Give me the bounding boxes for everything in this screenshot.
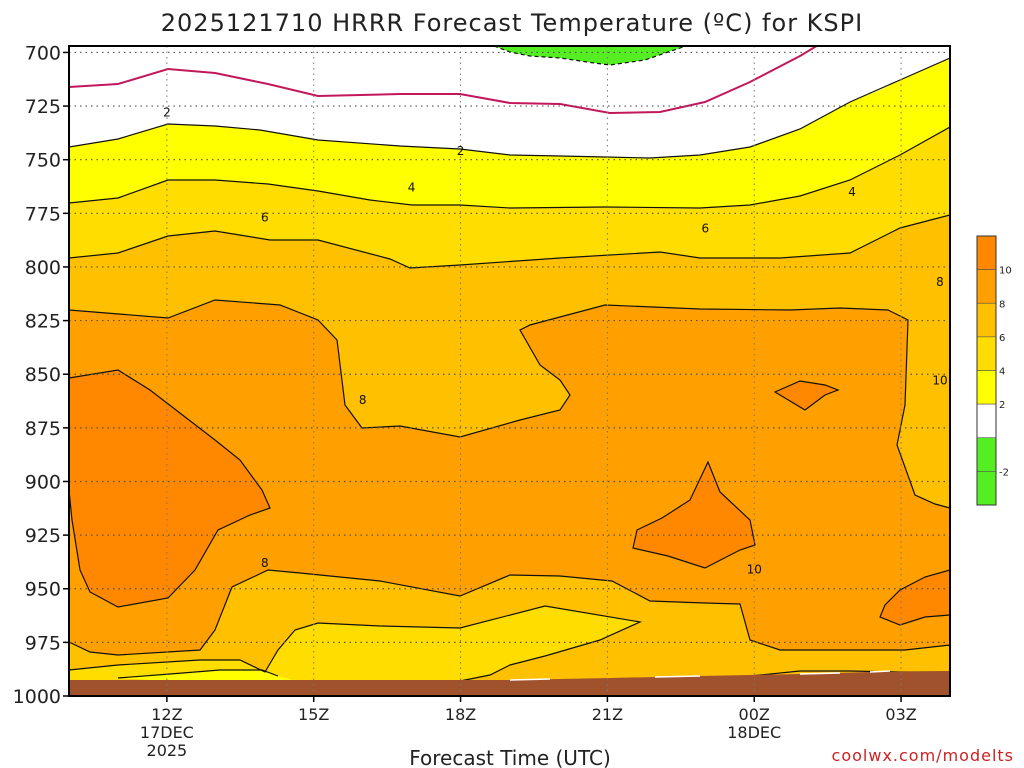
x-tick-label: 21Z xyxy=(592,705,623,724)
x-tick-label: 12Z xyxy=(151,705,182,724)
colorbar-swatch xyxy=(976,471,997,506)
colorbar-label: 6 xyxy=(999,333,1005,344)
y-tick-label: 950 xyxy=(25,579,61,601)
y-tick-label: 725 xyxy=(25,96,61,118)
colorbar-swatch xyxy=(976,235,997,270)
colorbar-swatch xyxy=(976,302,997,338)
contour-6 xyxy=(69,214,950,269)
y-tick-label: 750 xyxy=(25,150,61,172)
y-axis: 700 725 750 775 800 825 850 875 900 925 950 975 1000 xyxy=(13,42,69,708)
surface-fill xyxy=(69,671,950,696)
y-tick-label: 775 xyxy=(25,203,61,225)
y-tick-label: 700 xyxy=(25,42,61,64)
y-tick-label: 875 xyxy=(25,418,61,440)
colorbar-label: 10 xyxy=(999,266,1012,277)
y-tick-label: 900 xyxy=(25,471,61,493)
y-tick-label: 800 xyxy=(25,257,61,279)
colorbar-swatch xyxy=(976,403,997,439)
surface-highlight xyxy=(509,670,891,681)
colorbar-swatch xyxy=(976,269,997,304)
contour-10-right xyxy=(773,380,840,411)
contour-neg2 xyxy=(493,46,687,66)
colorbar-label: 4 xyxy=(999,367,1005,378)
contour-10-left xyxy=(69,369,271,608)
colorbar-swatch xyxy=(976,370,997,405)
credit-link[interactable]: coolwx.com/modelts xyxy=(832,746,1014,765)
x-tick-date: 18DEC xyxy=(727,723,781,742)
x-tick-date: 17DEC xyxy=(140,723,194,742)
colorbar-label: -2 xyxy=(999,467,1009,478)
freezing-line xyxy=(69,46,819,115)
plot-area: 2 2 4 4 6 6 8 8 8 10 10 xyxy=(69,46,950,696)
band-10-12-left xyxy=(69,370,270,607)
plot-frame xyxy=(68,45,951,697)
x-tick-label: 15Z xyxy=(298,705,329,724)
gridlines xyxy=(69,46,950,696)
x-tick-label: 00Z xyxy=(739,705,770,724)
contour-8-upper xyxy=(69,299,950,509)
y-tick-label: 850 xyxy=(25,364,61,386)
band-10-12-right xyxy=(775,381,838,410)
contour-6-bottom xyxy=(69,605,643,687)
contour-label: 6 xyxy=(261,211,269,225)
contour-labels: 2 2 4 4 6 6 8 8 8 10 10 xyxy=(163,106,948,577)
colorbar-swatch xyxy=(976,437,997,472)
contour-10-bottomright xyxy=(879,569,950,626)
contour-label: 2 xyxy=(457,144,465,158)
colorbar-label: 8 xyxy=(999,299,1005,310)
colorbar-label: 2 xyxy=(999,400,1005,411)
contour-label: 6 xyxy=(701,221,709,235)
colorbar: -2 2 4 6 8 10 xyxy=(976,235,1012,506)
contour-lines xyxy=(69,46,950,687)
band-neg2-0 xyxy=(494,46,686,65)
band-10-12-bottomright xyxy=(880,570,950,625)
contour-label: 2 xyxy=(163,106,171,120)
contour-label: 4 xyxy=(408,181,416,195)
x-tick-label: 03Z xyxy=(885,705,916,724)
x-tick-year: 2025 xyxy=(147,741,188,760)
y-tick-label: 1000 xyxy=(13,686,61,708)
x-axis-title: Forecast Time (UTC) xyxy=(409,746,611,768)
contour-10-center xyxy=(632,460,756,569)
colorbar-swatch xyxy=(976,336,997,371)
x-tick-label: 18Z xyxy=(445,705,476,724)
contour-label: 4 xyxy=(848,185,856,199)
band-10-12-center xyxy=(633,462,755,568)
contour-label: 10 xyxy=(747,562,762,576)
contour-label: 8 xyxy=(936,275,944,289)
contour-4 xyxy=(69,126,950,209)
contour-4-bottom xyxy=(117,669,279,679)
contour-label: 10 xyxy=(932,374,947,388)
y-tick-label: 925 xyxy=(25,525,61,547)
y-tick-label: 975 xyxy=(25,632,61,654)
contour-2 xyxy=(69,57,950,159)
chart-title: 2025121710 HRRR Forecast Temperature (ºC… xyxy=(161,9,863,37)
contour-label: 8 xyxy=(359,393,367,407)
colorbar-frame xyxy=(976,235,997,506)
contour-8-lower xyxy=(69,569,950,656)
y-tick-label: 825 xyxy=(25,311,61,333)
contour-label: 8 xyxy=(261,556,269,570)
